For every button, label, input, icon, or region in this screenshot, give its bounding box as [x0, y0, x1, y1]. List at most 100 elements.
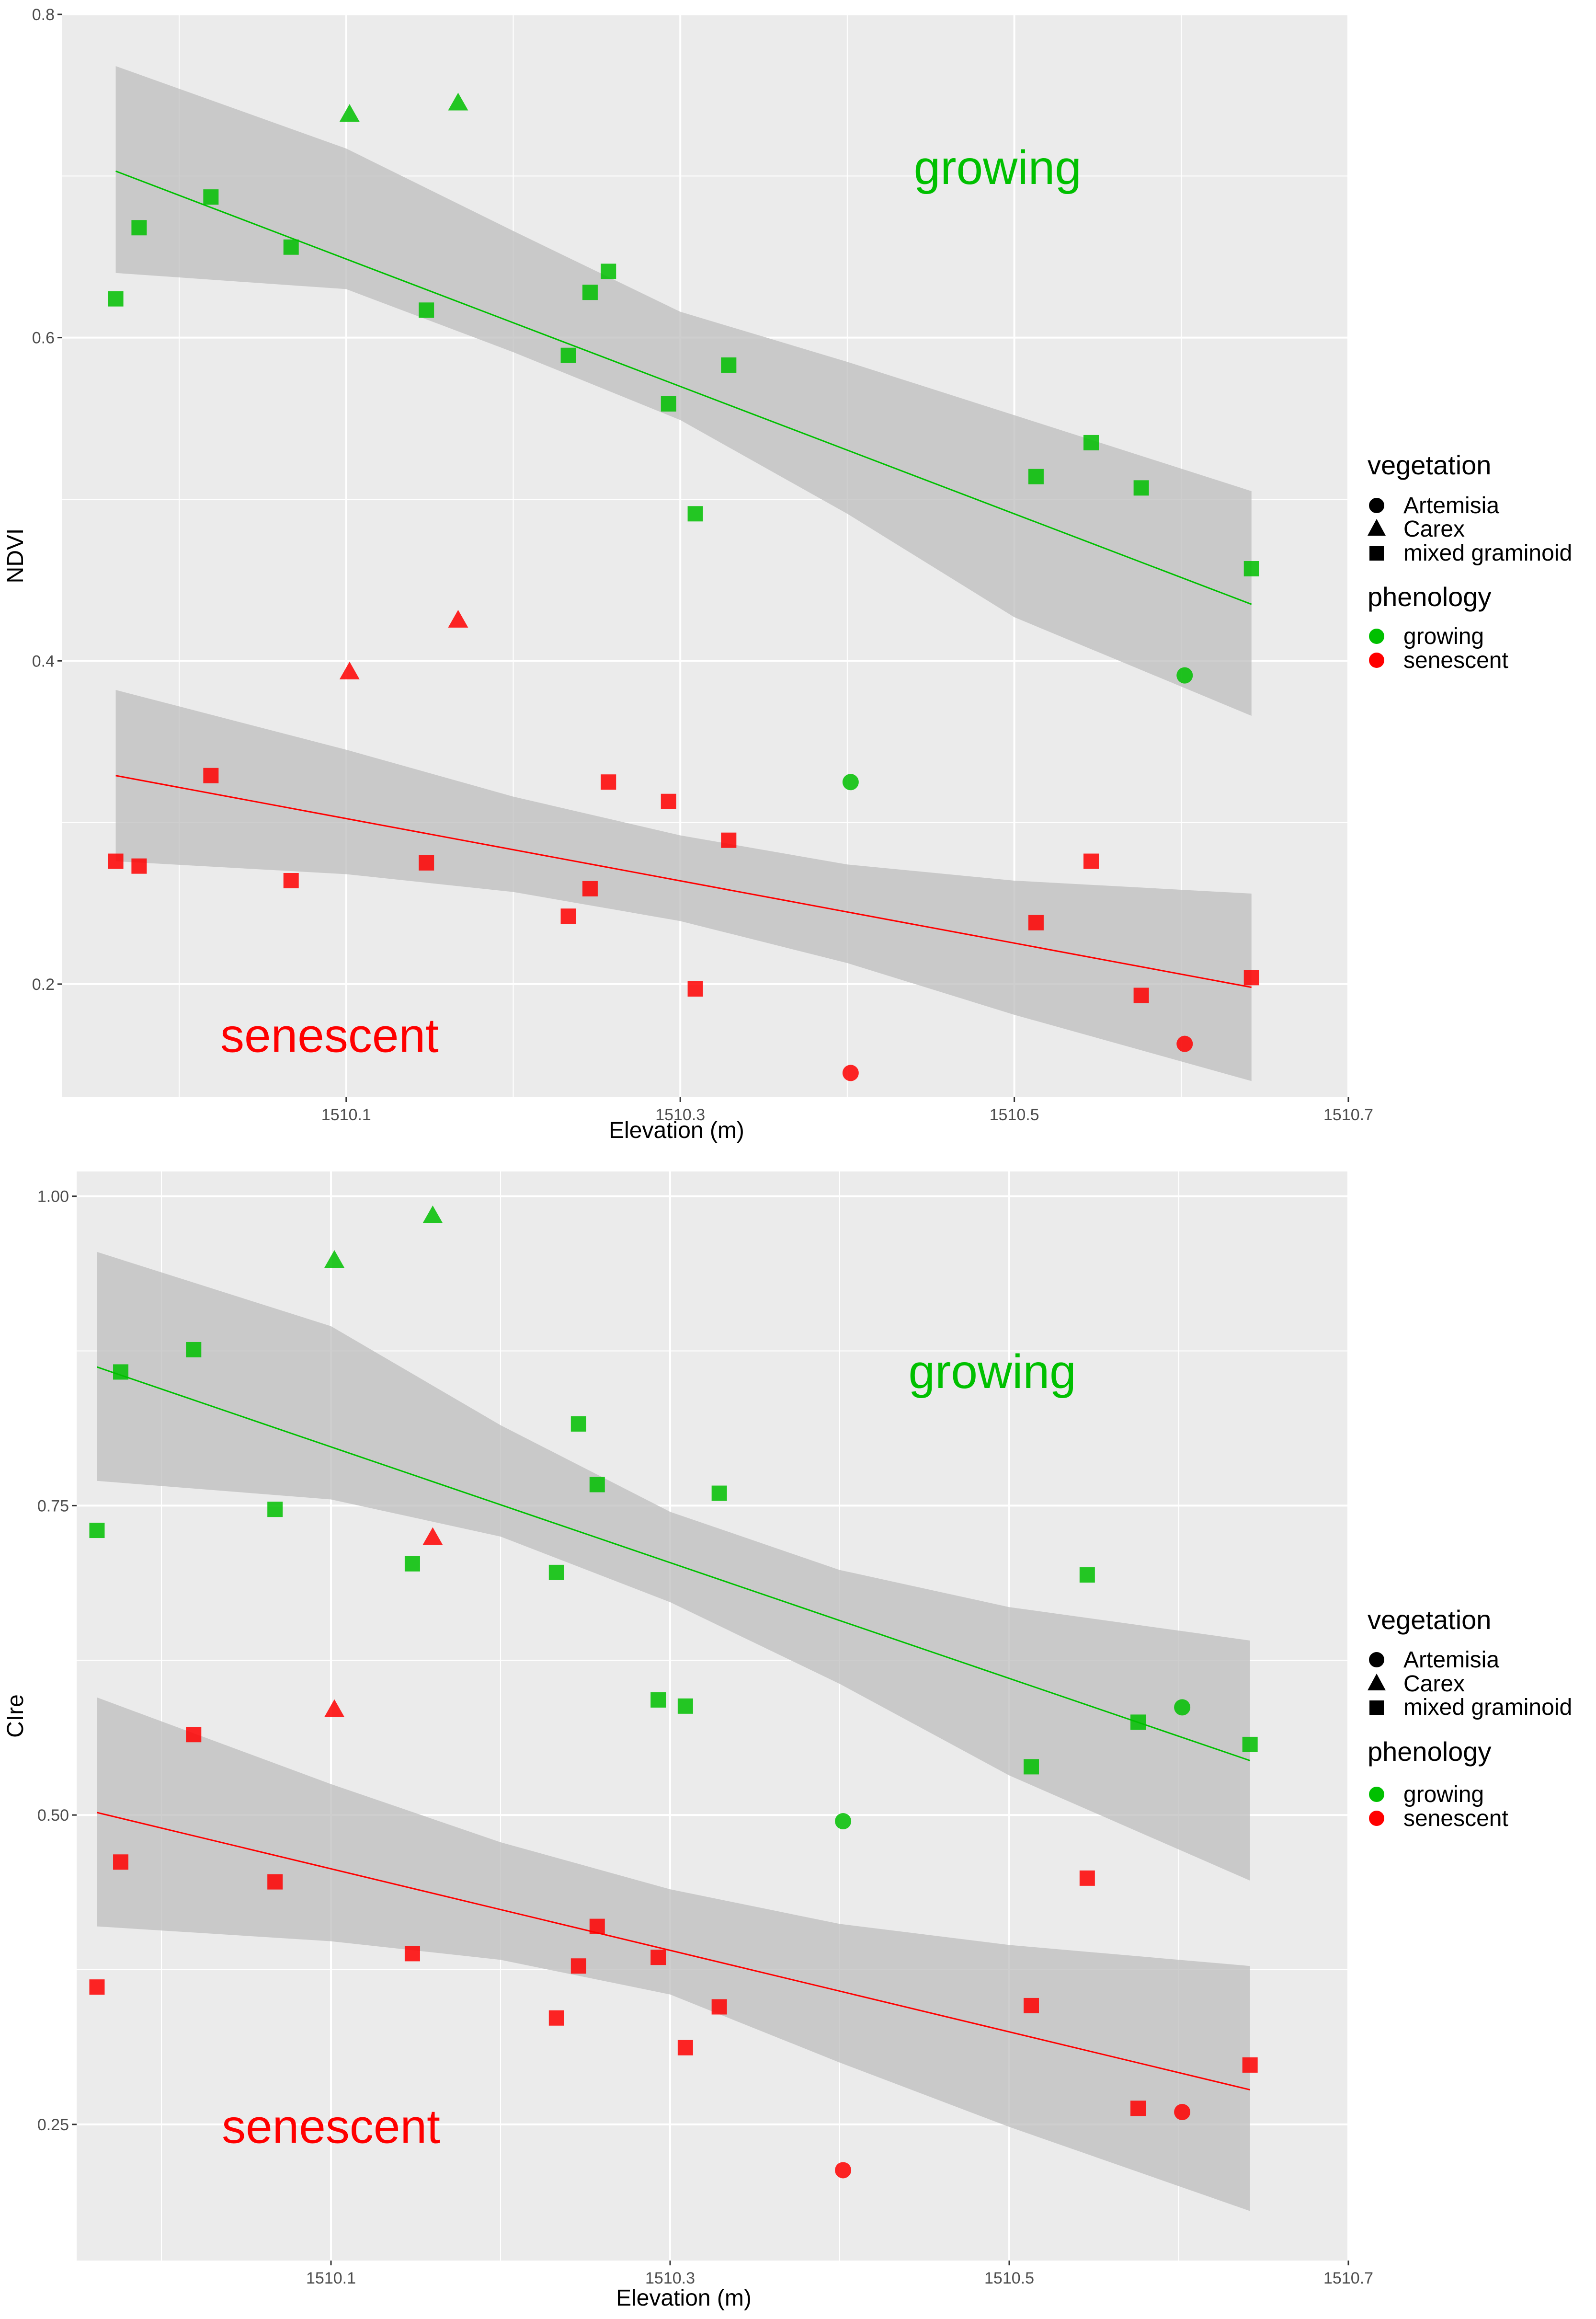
- data-point-senescent: [203, 768, 219, 783]
- x-axis-title: Elevation (m): [609, 1118, 744, 1143]
- data-point-senescent: [835, 2162, 852, 2179]
- data-point-growing: [1130, 1714, 1146, 1730]
- data-point-senescent: [570, 1958, 586, 1974]
- data-point-senescent: [677, 2040, 693, 2055]
- legend-label-carex: Carex: [1403, 1671, 1465, 1697]
- data-point-growing: [721, 357, 737, 373]
- annotation-senescent: senescent: [222, 2100, 440, 2154]
- legend-label-artemisia: Artemisia: [1403, 493, 1499, 518]
- data-point-senescent: [339, 661, 360, 679]
- data-point-senescent: [419, 855, 434, 871]
- data-point-growing: [711, 1485, 727, 1501]
- legend-label-growing: growing: [1403, 624, 1484, 649]
- data-point-growing: [448, 92, 468, 111]
- data-point-senescent: [1083, 853, 1099, 869]
- data-point-senescent: [1174, 2104, 1191, 2121]
- fit-line-growing: [115, 170, 1252, 605]
- data-point-senescent: [1130, 2101, 1146, 2116]
- chart-panel-2: 1510.1 1510.3 1510.5 1510.7 0.25 0.50 0.75 1.00…: [3, 1171, 1373, 2311]
- legend-key-circle: [1369, 498, 1384, 513]
- data-point-senescent: [404, 1946, 420, 1962]
- data-point-growing: [601, 264, 616, 279]
- legend-key-senescent: [1369, 653, 1384, 668]
- data-point-growing: [650, 1692, 666, 1708]
- y-tick-label: 0.6: [32, 329, 55, 347]
- x-tick-label: 1510.3: [655, 1106, 705, 1124]
- data-point-senescent: [661, 793, 676, 809]
- data-point-growing: [1083, 435, 1099, 450]
- legend-title-phenology: phenology: [1368, 1736, 1491, 1767]
- data-point-growing: [1028, 469, 1044, 484]
- x-tick-label: 1510.3: [645, 2269, 695, 2287]
- data-point-growing: [339, 104, 360, 122]
- fit-line-growing: [96, 1366, 1251, 1761]
- data-point-growing: [570, 1416, 586, 1432]
- x-tick-label: 1510.5: [990, 1106, 1039, 1124]
- data-point-senescent: [89, 1979, 105, 1995]
- data-point-growing: [1176, 667, 1193, 684]
- data-point-senescent: [1243, 970, 1259, 986]
- data-point-senescent: [1024, 1998, 1039, 2013]
- data-point-growing: [842, 774, 859, 791]
- x-tick-label: 1510.7: [1323, 1106, 1373, 1124]
- data-point-senescent: [131, 858, 147, 874]
- legend-title-vegetation: vegetation: [1368, 450, 1491, 480]
- data-point-senescent: [283, 873, 299, 888]
- legend-title-vegetation: vegetation: [1368, 1605, 1491, 1635]
- fit-line-senescent: [97, 1812, 1251, 2091]
- legend-key-growing: [1369, 1787, 1384, 1802]
- legend-label-artemisia: Artemisia: [1403, 1647, 1499, 1673]
- data-point-growing: [677, 1698, 693, 1714]
- data-point-senescent: [1133, 987, 1149, 1003]
- y-axis-title: CIre: [3, 1694, 28, 1738]
- legend-key-growing: [1369, 629, 1384, 644]
- x-tick-label: 1510.1: [306, 2269, 356, 2287]
- data-point-senescent: [842, 1065, 859, 1081]
- data-point-senescent: [589, 1918, 605, 1934]
- data-point-senescent: [1028, 915, 1044, 930]
- confidence-band-growing: [115, 66, 1252, 716]
- data-point-senescent: [721, 832, 737, 848]
- legend-key-circle: [1369, 1652, 1384, 1667]
- legend-key-square: [1369, 1700, 1384, 1715]
- data-point-senescent: [422, 1527, 443, 1545]
- legend-key-triangle: [1368, 1674, 1386, 1690]
- data-point-growing: [422, 1205, 443, 1223]
- y-axis-title: NDVI: [3, 528, 28, 584]
- legend-label-senescent: senescent: [1403, 1806, 1508, 1831]
- y-tick-label: 0.4: [32, 652, 55, 670]
- data-point-growing: [1079, 1567, 1095, 1583]
- data-point-senescent: [650, 1950, 666, 1965]
- legend-key-triangle: [1368, 519, 1386, 536]
- y-tick-label: 0.75: [37, 1497, 69, 1515]
- data-point-growing: [108, 291, 124, 307]
- data-point-senescent: [687, 981, 703, 997]
- annotation-growing: growing: [914, 141, 1082, 195]
- data-point-senescent: [1242, 2057, 1258, 2073]
- confidence-band-senescent: [97, 1697, 1250, 2211]
- data-point-senescent: [267, 1874, 283, 1890]
- y-tick-label: 0.2: [32, 976, 55, 994]
- data-point-growing: [687, 506, 703, 522]
- y-tick-label: 0.25: [37, 2116, 69, 2134]
- data-point-growing: [589, 1477, 605, 1492]
- legend-label-growing: growing: [1403, 1782, 1484, 1807]
- legend-title-phenology: phenology: [1368, 582, 1491, 612]
- data-point-growing: [324, 1250, 345, 1268]
- data-point-growing: [186, 1342, 202, 1357]
- confidence-band-senescent: [115, 689, 1252, 1081]
- legend-label-mixed-graminoid: mixed graminoid: [1403, 540, 1572, 566]
- x-tick-label: 1510.7: [1323, 2269, 1373, 2287]
- data-point-growing: [404, 1556, 420, 1572]
- data-point-growing: [203, 189, 219, 205]
- legend-top: vegetation Artemisia Carex mixed gramino…: [1368, 450, 1572, 673]
- confidence-band-growing: [97, 1251, 1250, 1881]
- data-point-growing: [419, 302, 434, 318]
- annotation-growing: growing: [908, 1345, 1076, 1399]
- data-point-senescent: [582, 881, 598, 896]
- data-point-senescent: [324, 1699, 345, 1717]
- data-point-growing: [1242, 1736, 1258, 1752]
- data-point-growing: [1133, 480, 1149, 496]
- data-point-senescent: [113, 1854, 129, 1870]
- data-point-growing: [131, 220, 147, 236]
